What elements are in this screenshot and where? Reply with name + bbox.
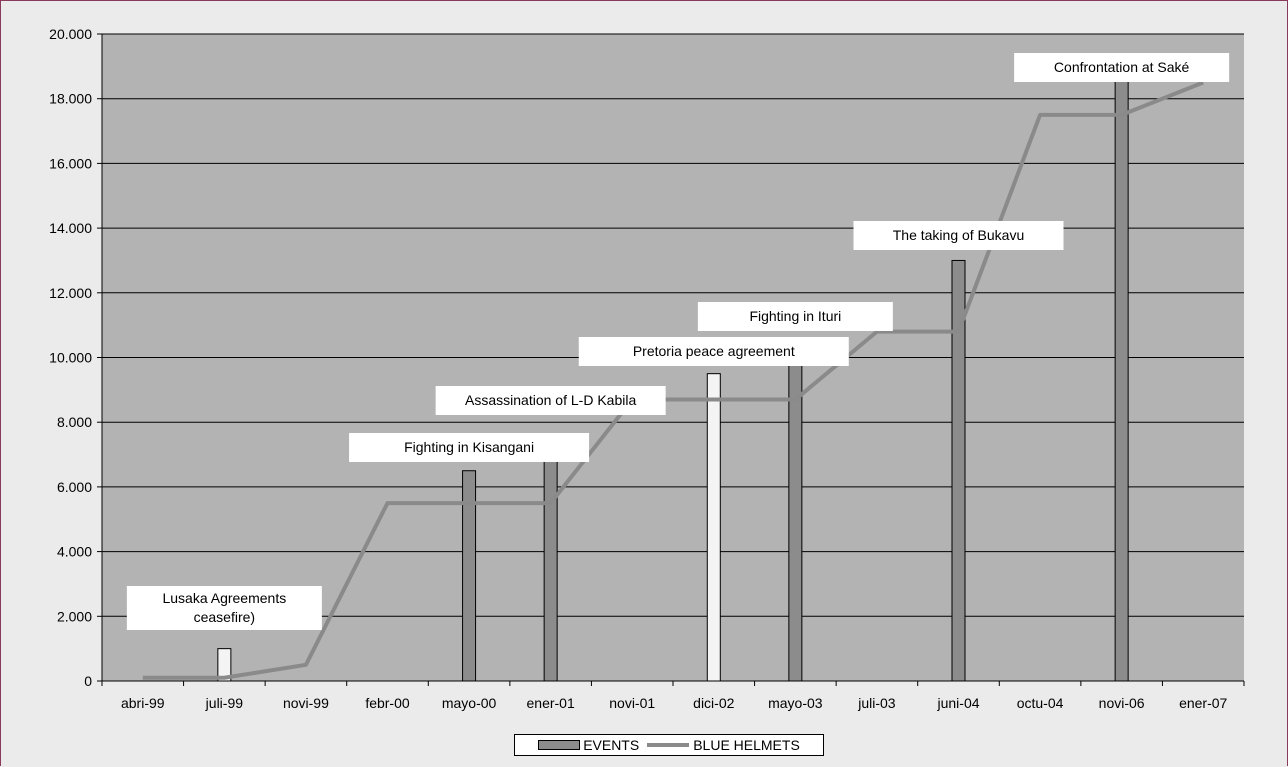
- annotation-label: Pretoria peace agreement: [633, 343, 795, 359]
- legend-swatch-blue-helmets: [647, 743, 690, 747]
- y-tick-label: 16.000: [49, 155, 92, 171]
- bar-events-ener-01: [543, 437, 558, 682]
- annotation-box: [349, 433, 590, 462]
- legend-item-events: EVENTS: [538, 737, 639, 753]
- x-tick-label: novi-06: [1099, 695, 1145, 711]
- x-tick-label: ener-07: [1179, 695, 1227, 711]
- annotation-box: [435, 386, 666, 415]
- x-tick-label: juli-03: [857, 695, 896, 711]
- legend-item-blue-helmets: BLUE HELMETS: [647, 737, 800, 753]
- annotation-mayo-00: Fighting in Kisangani: [349, 433, 590, 462]
- annotation-box: [578, 337, 849, 366]
- x-tick-label: abri-99: [121, 695, 165, 711]
- y-tick-label: 4.000: [57, 544, 92, 560]
- annotation-label: Assassination of L-D Kabila: [465, 392, 636, 408]
- annotation-label: Confrontation at Saké: [1054, 59, 1190, 75]
- x-tick-label: febr-00: [365, 695, 410, 711]
- bar-events-mayo-03: [788, 340, 803, 682]
- annotation-ener-01: Assassination of L-D Kabila: [435, 386, 666, 415]
- annotation-label: ceasefire): [194, 609, 255, 625]
- legend-swatch-events: [538, 740, 581, 750]
- x-tick-label: ener-01: [527, 695, 575, 711]
- annotation-novi-06: Confrontation at Saké: [1014, 53, 1230, 82]
- bar-events-dici-02: [706, 373, 721, 682]
- x-tick-label: novi-99: [283, 695, 329, 711]
- x-tick-label: octu-04: [1017, 695, 1064, 711]
- legend-label-blue-helmets: BLUE HELMETS: [693, 737, 800, 753]
- bar-events-juni-04: [951, 259, 966, 682]
- annotation-mayo-03: Fighting in Ituri: [697, 302, 893, 331]
- x-tick-label: juni-04: [936, 695, 979, 711]
- y-tick-label: 10.000: [49, 350, 92, 366]
- chart: 0 2.000 4.000 6.000 8.000 10.000 12.000 14.000 1…: [49, 26, 1245, 711]
- annotation-box: [697, 302, 893, 331]
- annotation-label: Fighting in Kisangani: [404, 439, 534, 455]
- legend-label-events: EVENTS: [583, 737, 640, 753]
- bar-events-mayo-00: [462, 470, 477, 682]
- annotation-label: Fighting in Ituri: [749, 308, 841, 324]
- x-tick-label: mayo-03: [768, 695, 823, 711]
- y-tick-label: 2.000: [57, 608, 92, 624]
- bar-events-novi-06: [1114, 65, 1129, 682]
- x-tick-label: dici-02: [693, 695, 734, 711]
- bar-events-juli-99: [217, 648, 232, 682]
- y-tick-label: 14.000: [49, 220, 92, 236]
- annotation-dici-02: Pretoria peace agreement: [578, 337, 849, 366]
- annotation-label: The taking of Bukavu: [893, 227, 1025, 243]
- y-tick-label: 8.000: [57, 414, 92, 430]
- annotation-label: Lusaka Agreements: [162, 590, 286, 606]
- y-tick-label: 18.000: [49, 91, 92, 107]
- line-blue-helmets: [142, 80, 1204, 680]
- y-tick-label: 20.000: [49, 26, 92, 42]
- x-tick-label: juli-99: [205, 695, 244, 711]
- annotation-juni-04: The taking of Bukavu: [853, 221, 1064, 250]
- y-tick-label: 6.000: [57, 479, 92, 495]
- annotation-box: [1014, 53, 1230, 82]
- y-tick-label: 12.000: [49, 285, 92, 301]
- annotation-box: [853, 221, 1064, 250]
- y-tick-label: 0: [84, 673, 92, 689]
- legend: EVENTS BLUE HELMETS: [514, 734, 824, 756]
- annotation-juli-99: Lusaka Agreements ceasefire): [126, 586, 322, 630]
- x-tick-label: novi-01: [609, 695, 655, 711]
- annotation-box: [126, 586, 322, 630]
- x-tick-label: mayo-00: [442, 695, 497, 711]
